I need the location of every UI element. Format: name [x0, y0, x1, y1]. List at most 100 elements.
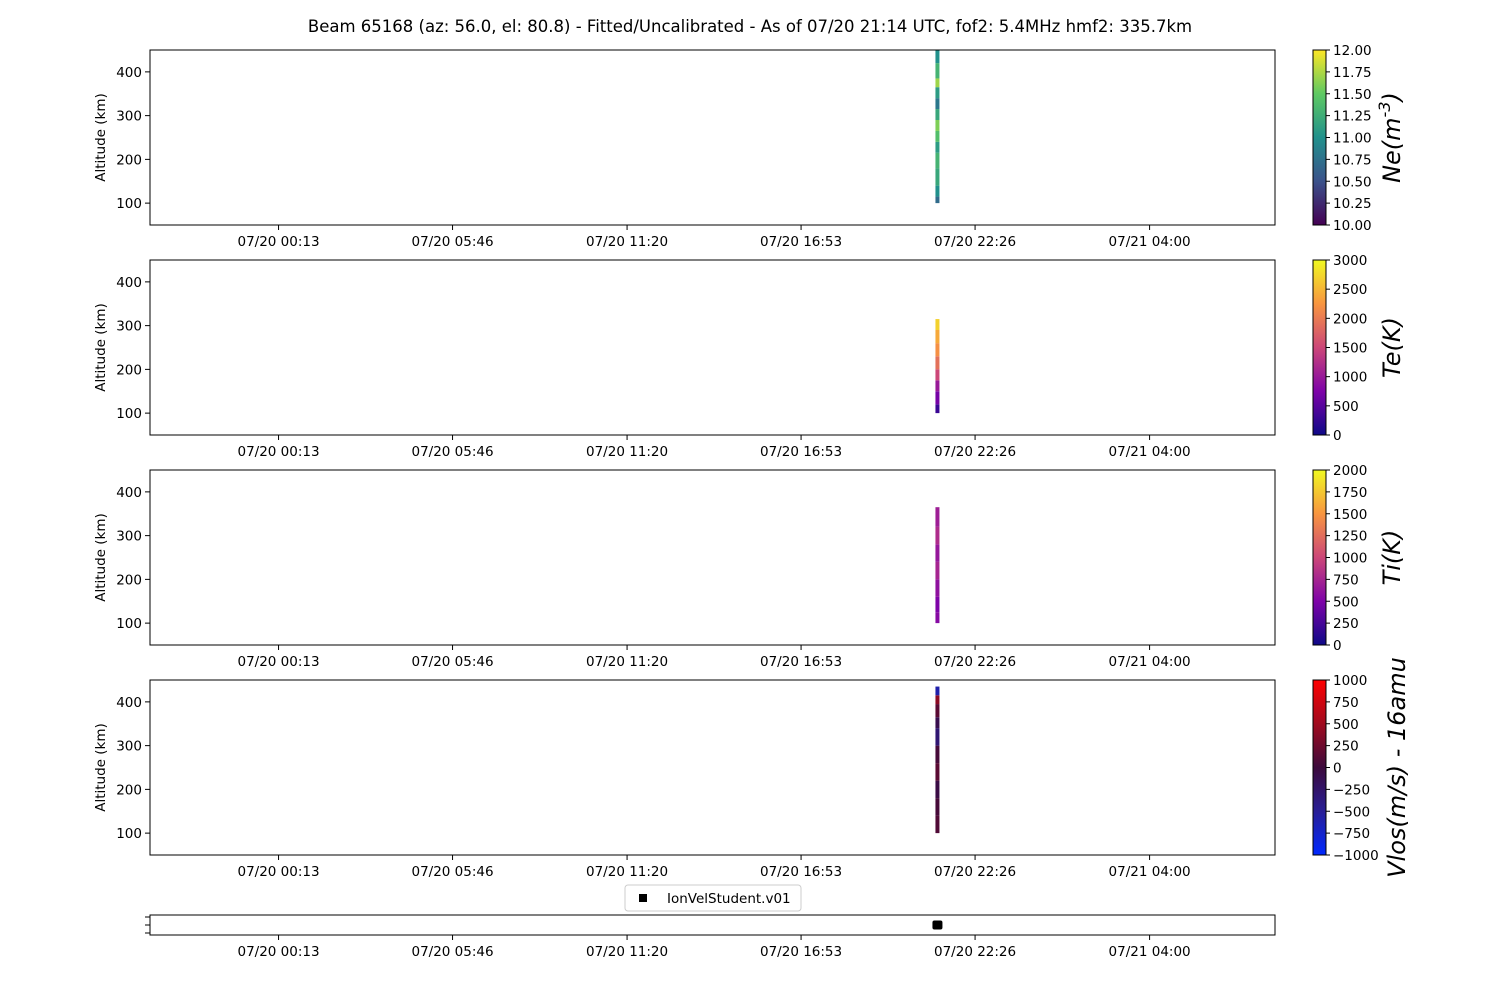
panel-1-xtick-label-2: 07/20 11:20 [586, 234, 668, 250]
panel-2-data-cell-0-4 [935, 356, 940, 370]
panel-3-xtick-label-5: 07/21 04:00 [1109, 654, 1191, 670]
panel-4-cb-tick-label-4: 0 [1333, 761, 1342, 777]
panel-1-xtick-label-3: 07/20 16:53 [760, 234, 842, 250]
panel-4-cb-tick-label-1: 750 [1333, 695, 1359, 711]
panel-1-cb-tick-label-1: 11.75 [1333, 65, 1372, 81]
panel-2-data-cell-0-3 [935, 369, 940, 381]
panel-2-ytick-label-3: 400 [116, 275, 142, 291]
panel-4-colorbar-label: Vlos(m/s) - 16amu [1383, 657, 1411, 878]
panel-1-data-cell-0-7 [935, 109, 940, 120]
panel-4-data-cell-0-6 [935, 717, 940, 729]
legend-marker [639, 894, 647, 902]
legend-label: IonVelStudent.v01 [667, 891, 791, 907]
panel-2-xtick-label-5: 07/21 04:00 [1109, 444, 1191, 460]
panel-2-data-cell-0-5 [935, 343, 940, 357]
panel-2-xtick-label-4: 07/20 22:26 [934, 444, 1016, 460]
panel-1-cb-tick-label-0: 12.00 [1333, 43, 1372, 59]
panel-3-xtick-label-3: 07/20 16:53 [760, 654, 842, 670]
panel-3-data-cell-0-6 [935, 507, 940, 527]
legend-box [624, 884, 802, 912]
panel-4-xtick-label-5: 07/21 04:00 [1109, 864, 1191, 880]
panel-1-data-cell-0-9 [935, 87, 940, 99]
panel-3-data-cell-0-1 [935, 596, 940, 613]
panel-1-ytick-label-0: 100 [116, 196, 142, 212]
panel-1-data-cell-0-12 [935, 50, 940, 64]
panel-2-data-cell-0-2 [935, 380, 940, 392]
panel-2-cb-tick-label-6: 0 [1333, 428, 1342, 444]
panel-3-data-cell-0-5 [935, 526, 940, 545]
panel-4-ytick-label-0: 100 [116, 826, 142, 842]
panel-3-ytick-label-1: 200 [116, 572, 142, 588]
panel-2-axes: 100 200 300 400 Altitude (km) 3000 2500 2000 150… [93, 253, 1406, 444]
panel-3-cb-tick-label-3: 1250 [1333, 529, 1367, 545]
panel-4-data-cell-0-7 [935, 704, 940, 718]
strip-xtick-label-4: 07/20 22:26 [934, 944, 1016, 960]
panel-3-ytick-label-0: 100 [116, 616, 142, 632]
panel-3-cb-tick-label-6: 500 [1333, 594, 1359, 610]
panel-3-data-cell-0-3 [935, 561, 940, 580]
panel-1-axes: 100 200 300 400 Altitude (km) 12.00 11.75 11.50… [93, 43, 1406, 234]
panel-3-cb-tick-label-1: 1750 [1333, 485, 1367, 501]
panel-2-ylabel: Altitude (km) [93, 303, 109, 392]
panel-3-colorbar [1312, 469, 1327, 646]
panel-2-cb-tick-label-2: 2000 [1333, 311, 1367, 327]
panel-1-data-cell-0-8 [935, 98, 940, 110]
panel-1-xtick-label-1: 07/20 05:46 [411, 234, 493, 250]
panel-4-colorbar [1312, 679, 1327, 856]
panel-3-xtick-label-1: 07/20 05:46 [411, 654, 493, 670]
panel-4-data-cell-0-5 [935, 728, 940, 746]
panel-4-data-cell-0-0 [935, 815, 940, 834]
panel-1-cb-tick-label-5: 10.75 [1333, 152, 1372, 168]
strip-frame [149, 914, 1276, 936]
panel-3-data-cell-0-2 [935, 579, 940, 597]
panel-2-cb-tick-label-1: 2500 [1333, 282, 1367, 298]
panel-3-xtick-label-4: 07/20 22:26 [934, 654, 1016, 670]
panel-1-cb-tick-label-3: 11.25 [1333, 109, 1372, 125]
panel-4-ytick-label-1: 200 [116, 782, 142, 798]
panel-2-frame [149, 259, 1276, 436]
panel-3-xtick-label-2: 07/20 11:20 [586, 654, 668, 670]
panel-3-ylabel: Altitude (km) [93, 513, 109, 602]
panel-3-cb-tick-label-2: 1500 [1333, 507, 1367, 523]
panel-4-xtick-label-3: 07/20 16:53 [760, 864, 842, 880]
panel-1-data-cell-0-3 [935, 152, 940, 169]
panel-4-cb-tick-label-2: 500 [1333, 717, 1359, 733]
panel-4-cb-tick-label-7: −750 [1333, 826, 1370, 842]
strip-xtick-label-5: 07/21 04:00 [1109, 944, 1191, 960]
panel-3-cb-tick-label-5: 750 [1333, 572, 1359, 588]
panel-1-data-cell-0-6 [935, 120, 940, 131]
panel-1-xtick-label-0: 07/20 00:13 [237, 234, 319, 250]
panel-2-xtick-label-0: 07/20 00:13 [237, 444, 319, 460]
panel-2-cb-tick-label-5: 500 [1333, 399, 1359, 415]
panel-2-colorbar [1312, 259, 1327, 436]
panel-1-xtick-label-4: 07/20 22:26 [934, 234, 1016, 250]
panel-2-data-cell-0-1 [935, 391, 940, 405]
panel-2-data-cell-0-6 [935, 330, 940, 344]
panel-1-xtick-label-5: 07/21 04:00 [1109, 234, 1191, 250]
panel-4-data-cell-0-1 [935, 798, 940, 816]
panel-1-ytick-label-1: 200 [116, 152, 142, 168]
panel-4-ytick-label-2: 300 [116, 739, 142, 755]
panel-3-ytick-label-3: 400 [116, 485, 142, 501]
panel-3-data-cell-0-4 [935, 544, 940, 562]
panel-3-cb-tick-label-0: 2000 [1333, 463, 1367, 479]
panel-1-data-cell-0-5 [935, 130, 940, 142]
panel-4-cb-tick-label-0: 1000 [1333, 673, 1367, 689]
panel-2-ytick-label-0: 100 [116, 406, 142, 422]
panel-1-ytick-label-3: 400 [116, 65, 142, 81]
panel-1-data-cell-0-11 [935, 63, 940, 79]
panel-2-ytick-label-1: 200 [116, 362, 142, 378]
panel-4-xtick-label-1: 07/20 05:46 [411, 864, 493, 880]
panel-4-cb-tick-label-6: −500 [1333, 804, 1370, 820]
panel-4-data-cell-0-9 [935, 686, 940, 696]
panel-4-frame [149, 679, 1276, 856]
panel-1-cb-tick-label-8: 10.00 [1333, 218, 1372, 234]
strip-point-0 [932, 920, 943, 930]
panel-4-xtick-label-0: 07/20 00:13 [237, 864, 319, 880]
panel-1-ytick-label-2: 300 [116, 109, 142, 125]
panel-1-data-cell-0-1 [935, 185, 940, 197]
strip-xtick-label-2: 07/20 11:20 [586, 944, 668, 960]
panel-4-cb-tick-label-3: 250 [1333, 739, 1359, 755]
panel-4-cb-tick-label-8: −1000 [1333, 848, 1379, 864]
panel-2-xtick-label-3: 07/20 16:53 [760, 444, 842, 460]
